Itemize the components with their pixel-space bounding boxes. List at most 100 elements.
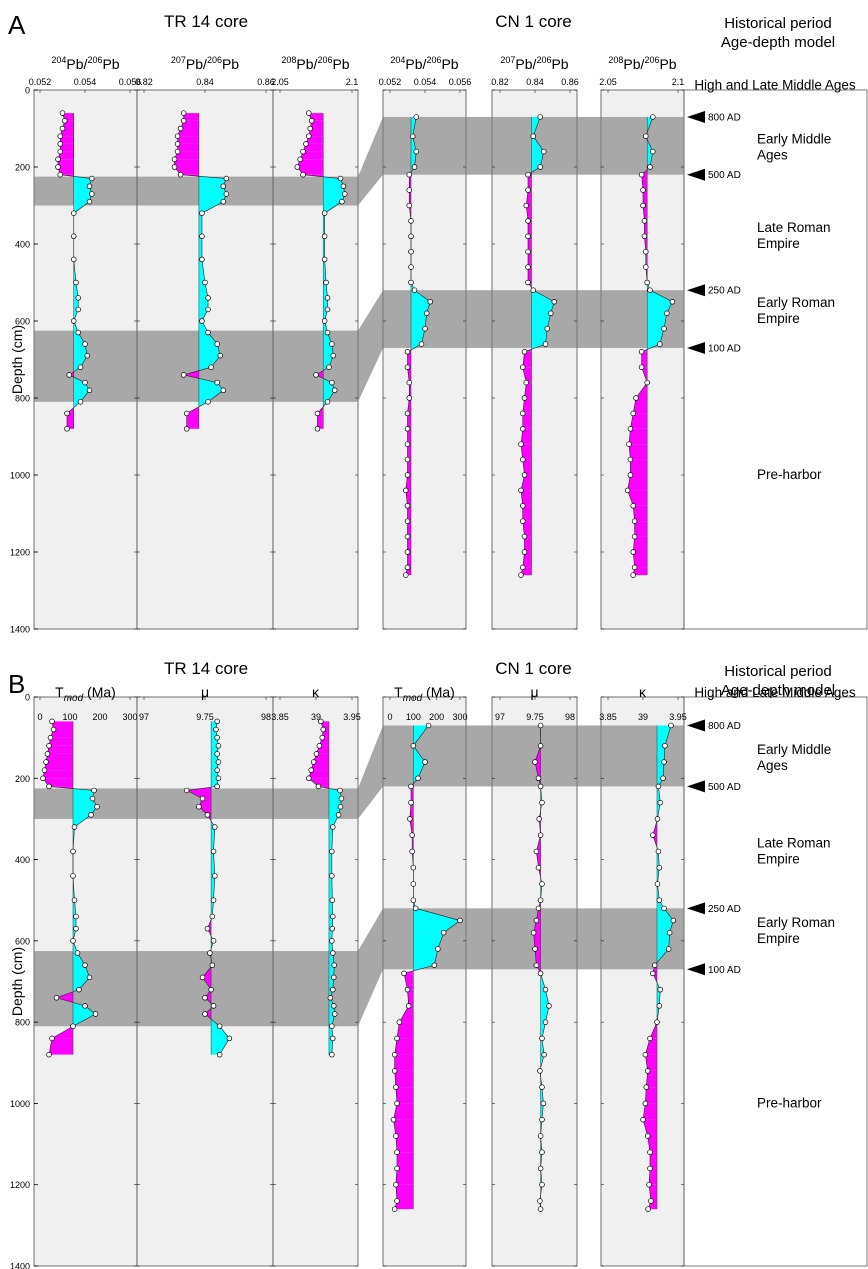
data-point bbox=[321, 318, 328, 324]
age-marker-arrow bbox=[687, 284, 705, 297]
area-segment bbox=[528, 267, 532, 283]
panel-letter: A bbox=[8, 10, 26, 40]
data-point bbox=[640, 1116, 646, 1123]
data-point bbox=[73, 913, 79, 920]
x-tick-label: 0 bbox=[387, 712, 392, 722]
data-point bbox=[537, 783, 544, 790]
column-label: Tmod (Ma) bbox=[55, 684, 116, 704]
x-tick-label: 0.84 bbox=[526, 77, 544, 87]
area-segment bbox=[73, 355, 88, 368]
area-segment bbox=[73, 344, 88, 356]
area-segment bbox=[317, 413, 324, 429]
data-point bbox=[539, 1084, 545, 1090]
data-point bbox=[404, 441, 411, 447]
data-point bbox=[321, 256, 328, 263]
age-marker-arrow bbox=[687, 110, 705, 123]
period-box bbox=[683, 696, 868, 1267]
area-segment bbox=[73, 916, 76, 929]
data-point bbox=[308, 767, 314, 773]
data-point bbox=[86, 183, 93, 190]
area-segment bbox=[323, 390, 335, 402]
band-connector bbox=[358, 116, 383, 206]
area-segment bbox=[323, 321, 328, 333]
data-point bbox=[329, 1023, 335, 1029]
area-segment bbox=[522, 505, 532, 522]
data-point bbox=[641, 218, 648, 224]
period-label: Empire bbox=[757, 236, 800, 251]
data-point bbox=[174, 133, 181, 139]
area-segment bbox=[633, 398, 648, 414]
data-point bbox=[537, 722, 544, 729]
data-point bbox=[542, 341, 549, 347]
data-point bbox=[70, 1023, 76, 1029]
data-point bbox=[643, 133, 649, 139]
data-point bbox=[411, 164, 418, 170]
data-point bbox=[525, 187, 531, 193]
data-point bbox=[537, 164, 543, 170]
data-point bbox=[539, 1149, 545, 1155]
data-point bbox=[645, 1206, 651, 1212]
area-segment bbox=[186, 413, 199, 429]
age-marker-label: 800 AD bbox=[708, 721, 741, 732]
data-point bbox=[88, 812, 94, 818]
area-segment bbox=[198, 213, 202, 237]
data-point bbox=[539, 1116, 545, 1123]
data-point bbox=[518, 441, 524, 447]
x-tick-label: 300 bbox=[452, 712, 467, 722]
data-point bbox=[55, 164, 61, 170]
core-title: CN 1 core bbox=[495, 12, 572, 31]
area-segment bbox=[198, 332, 218, 345]
x-tick-label: 2.05 bbox=[271, 77, 289, 87]
area-segment bbox=[521, 444, 532, 460]
area-segment bbox=[323, 332, 332, 345]
x-tick-label: 39 bbox=[638, 712, 648, 722]
cn1-gray-band bbox=[383, 725, 684, 787]
area-segment bbox=[540, 989, 549, 1006]
data-point bbox=[435, 946, 441, 952]
data-point bbox=[213, 726, 219, 733]
data-point bbox=[70, 318, 77, 324]
data-point bbox=[644, 379, 650, 386]
data-point bbox=[71, 824, 78, 830]
data-point bbox=[326, 364, 332, 370]
area-segment bbox=[47, 745, 73, 754]
area-segment bbox=[411, 328, 425, 345]
data-point bbox=[408, 783, 414, 790]
data-point bbox=[76, 986, 82, 993]
period-label: Early Middle bbox=[757, 132, 831, 147]
column-label: κ bbox=[639, 684, 647, 700]
area-segment bbox=[328, 928, 333, 941]
data-point bbox=[91, 787, 97, 794]
data-point bbox=[212, 824, 218, 830]
area-segment bbox=[44, 762, 73, 771]
data-point bbox=[70, 233, 77, 240]
data-point bbox=[324, 295, 331, 301]
data-point bbox=[411, 287, 418, 293]
x-tick-label: 0.054 bbox=[74, 77, 97, 87]
area-segment bbox=[308, 770, 329, 779]
age-marker-arrow bbox=[687, 341, 705, 354]
y-tick-label: 0 bbox=[25, 86, 30, 96]
data-point bbox=[335, 812, 342, 818]
data-point bbox=[180, 110, 187, 116]
data-point bbox=[655, 848, 662, 855]
data-point bbox=[71, 897, 78, 903]
data-point bbox=[539, 1035, 545, 1042]
area-segment bbox=[528, 174, 532, 191]
area-segment bbox=[647, 328, 664, 345]
age-marker-arrow bbox=[687, 902, 705, 915]
data-point bbox=[394, 1035, 400, 1042]
area-segment bbox=[413, 932, 444, 949]
data-point bbox=[404, 503, 411, 509]
data-point bbox=[212, 873, 218, 879]
area-segment bbox=[328, 1014, 335, 1027]
data-point bbox=[199, 318, 205, 324]
data-point bbox=[70, 938, 76, 944]
data-point bbox=[199, 210, 205, 216]
y-tick-label: 1200 bbox=[10, 1180, 30, 1190]
data-point bbox=[202, 1011, 208, 1017]
data-point bbox=[630, 503, 636, 509]
data-point bbox=[409, 832, 415, 838]
data-point bbox=[180, 372, 187, 378]
x-tick-label: 100 bbox=[62, 712, 77, 722]
